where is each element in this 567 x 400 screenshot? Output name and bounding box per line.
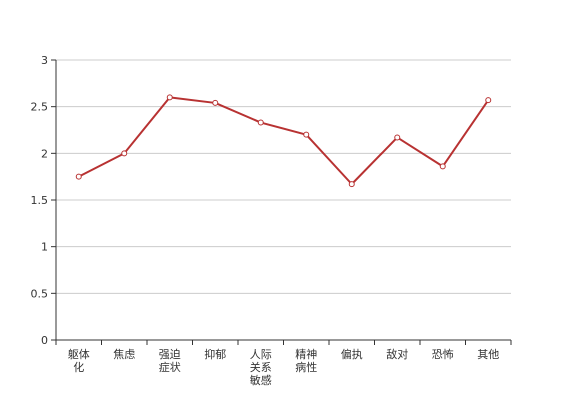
x-axis-ticks: 躯体化 焦虑 强迫症状 抑郁 人际关系敏感 精神病性 偏执 敌对 恐怖 其他 [55,340,512,387]
x-tick-label: 焦虑 [113,348,135,361]
y-axis-ticks: 0 0.5 1 1.5 2 2.5 3 [31,54,56,347]
data-point [212,99,219,106]
x-tick-label: 抑郁 [204,347,226,361]
data-point [303,131,310,138]
x-tick-label: 躯体化 [68,347,90,374]
data-point [439,163,446,170]
y-tick-label: 1.5 [31,194,49,207]
x-tick-label: 强迫症状 [159,347,181,374]
data-point [166,94,173,101]
x-tick-label: 恐怖 [432,347,454,361]
series [75,94,492,188]
y-tick-label: 1 [41,241,48,254]
y-tick-label: 0.5 [31,287,49,300]
data-point [75,173,82,180]
y-tick-label: 3 [41,54,48,67]
x-tick-label: 人际关系敏感 [250,348,272,387]
data-point [348,181,355,188]
data-point [121,150,128,157]
data-point [257,119,264,126]
x-tick-label: 敌对 [386,347,408,361]
y-tick-label: 2.5 [31,101,49,114]
gridlines [56,59,511,294]
x-tick-label: 偏执 [341,347,363,361]
y-tick-label: 0 [41,334,48,347]
x-tick-label: 精神病性 [295,347,317,374]
data-point [485,97,492,104]
y-tick-label: 2 [41,147,48,160]
data-point [394,134,401,141]
x-tick-label: 其他 [477,348,499,361]
series-line [78,96,490,186]
